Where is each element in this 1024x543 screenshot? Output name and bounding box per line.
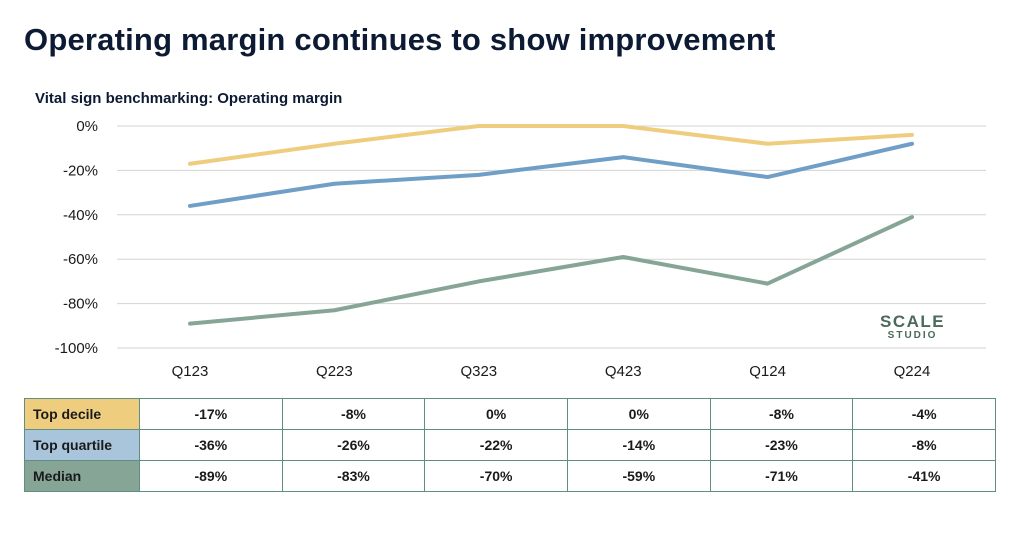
table-cell: -23% bbox=[709, 429, 854, 461]
row-label: Median bbox=[24, 460, 140, 492]
series-line-top-quartile bbox=[188, 141, 914, 208]
table-cell: -17% bbox=[139, 398, 283, 430]
x-tick-label: Q223 bbox=[316, 363, 353, 380]
table-cell: -8% bbox=[709, 398, 854, 430]
table-cell: 0% bbox=[566, 398, 711, 430]
table-cell: -41% bbox=[852, 460, 996, 492]
table-row: Median -89% -83% -70% -59% -71% -41% bbox=[24, 460, 996, 492]
y-tick-label: 0% bbox=[76, 118, 98, 135]
table-cell: -71% bbox=[709, 460, 854, 492]
y-tick-label: -40% bbox=[63, 207, 98, 224]
page-title: Operating margin continues to show impro… bbox=[24, 22, 776, 57]
row-label: Top decile bbox=[24, 398, 140, 430]
y-tick-label: -60% bbox=[63, 251, 98, 268]
x-tick-label: Q423 bbox=[605, 363, 642, 380]
y-tick-label: -80% bbox=[63, 296, 98, 313]
table-cell: 0% bbox=[424, 398, 568, 430]
x-tick-label: Q123 bbox=[172, 363, 209, 380]
row-label: Top quartile bbox=[24, 429, 140, 461]
data-table: Top decile -17% -8% 0% 0% -8% -4% Top qu… bbox=[24, 398, 996, 492]
table-cell: -89% bbox=[139, 460, 283, 492]
table-row: Top decile -17% -8% 0% 0% -8% -4% bbox=[24, 398, 996, 430]
table-cell: -4% bbox=[852, 398, 996, 430]
logo-line-2: STUDIO bbox=[887, 330, 938, 341]
x-tick-label: Q323 bbox=[460, 363, 497, 380]
series-line-top-decile bbox=[188, 124, 914, 166]
table-cell: -8% bbox=[281, 398, 426, 430]
table-cell: -22% bbox=[424, 429, 568, 461]
table-cell: -8% bbox=[852, 429, 996, 461]
y-tick-label: -100% bbox=[55, 340, 98, 357]
table-row: Top quartile -36% -26% -22% -14% -23% -8… bbox=[24, 429, 996, 461]
scale-studio-logo: SCALE STUDIO bbox=[880, 312, 945, 341]
x-tick-label: Q224 bbox=[894, 363, 931, 380]
line-chart: 0% -20% -40% -60% -80% -100% Q123 Q223 Q323 Q423… bbox=[55, 118, 986, 380]
series-line-median bbox=[188, 215, 914, 326]
y-tick-label: -20% bbox=[63, 162, 98, 179]
table-cell: -36% bbox=[139, 429, 283, 461]
x-tick-label: Q124 bbox=[749, 363, 786, 380]
table-cell: -26% bbox=[281, 429, 426, 461]
chart-title: Vital sign benchmarking: Operating margi… bbox=[35, 90, 343, 107]
table-cell: -59% bbox=[566, 460, 711, 492]
logo-line-1: SCALE bbox=[880, 312, 946, 331]
table-cell: -83% bbox=[281, 460, 426, 492]
table-cell: -70% bbox=[424, 460, 568, 492]
table-cell: -14% bbox=[566, 429, 711, 461]
